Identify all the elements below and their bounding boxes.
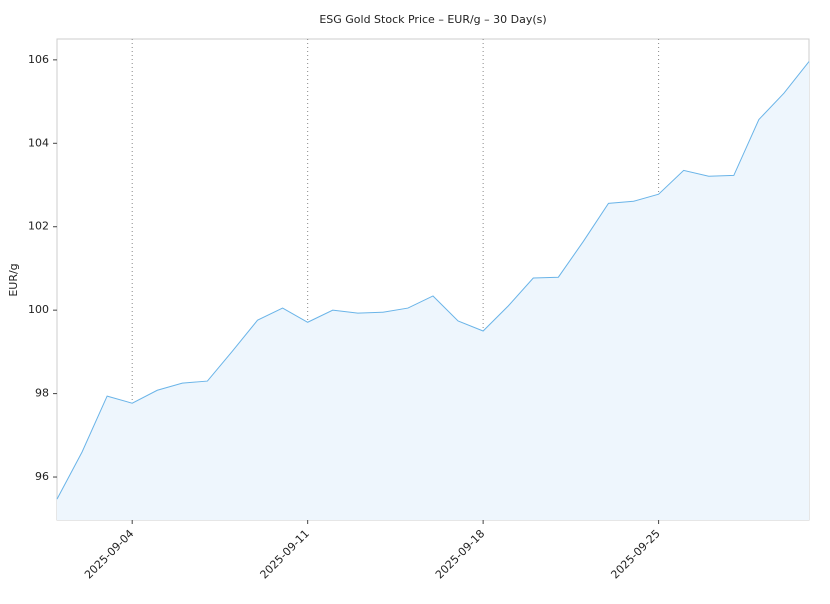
- y-tick-label: 102: [28, 220, 49, 233]
- x-tick-label: 2025-09-04: [82, 527, 136, 581]
- x-tick-label: 2025-09-18: [433, 527, 487, 581]
- chart-title: ESG Gold Stock Price – EUR/g – 30 Day(s): [319, 13, 546, 26]
- x-tick-label: 2025-09-11: [258, 527, 312, 581]
- x-tick-label: 2025-09-25: [608, 527, 662, 581]
- y-tick-label: 96: [35, 470, 49, 483]
- y-tick-label: 100: [28, 303, 49, 316]
- line: [56, 61, 810, 500]
- y-tick-label: 104: [28, 136, 49, 149]
- y-tick-label: 98: [35, 387, 49, 400]
- y-tick-label: 106: [28, 53, 49, 66]
- y-axis-label: EUR/g: [7, 263, 20, 296]
- area-fill: [57, 61, 809, 521]
